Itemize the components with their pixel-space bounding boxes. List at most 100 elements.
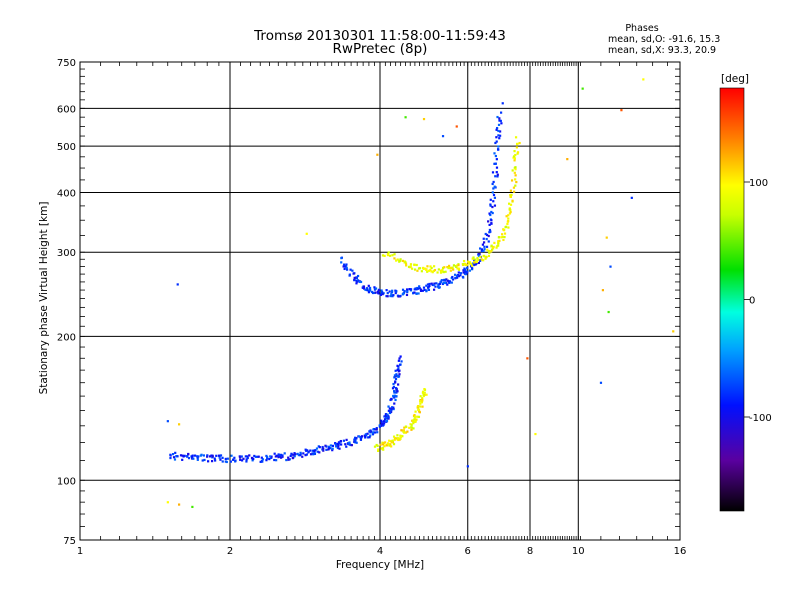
data-point (410, 426, 413, 429)
data-point (494, 141, 497, 145)
chart-subtitle: RwPretec (8p) (333, 41, 428, 57)
data-point (318, 446, 321, 449)
data-point (478, 247, 482, 250)
data-point (246, 455, 249, 458)
data-point (499, 119, 502, 122)
data-point (421, 399, 424, 402)
data-point (390, 398, 393, 401)
data-point (398, 357, 401, 360)
data-point (497, 244, 500, 247)
data-point (422, 390, 425, 393)
data-point (381, 423, 384, 426)
data-point (491, 211, 494, 215)
data-point (441, 282, 444, 286)
data-point (630, 196, 633, 199)
data-point (329, 447, 332, 450)
data-point (491, 248, 494, 251)
data-point (471, 267, 474, 270)
data-point (397, 295, 400, 298)
data-point (487, 234, 490, 238)
data-point (504, 225, 508, 228)
data-point (395, 437, 398, 440)
data-point (462, 271, 465, 274)
data-point (386, 413, 389, 416)
data-point (501, 102, 504, 105)
data-point (422, 391, 425, 395)
data-point (375, 428, 378, 431)
data-point (506, 220, 509, 223)
data-point (506, 222, 509, 226)
colorbar-ticks: -100 0 100 (744, 178, 772, 424)
data-point (169, 453, 172, 456)
data-point (232, 458, 235, 461)
tick-labels: 1 2 4 6 8 10 16 75 100 200 300 400 500 600 750 (57, 58, 686, 557)
data-point (401, 429, 404, 432)
data-point (353, 438, 356, 441)
data-point (492, 180, 495, 184)
data-point (252, 457, 255, 461)
data-point (494, 154, 497, 158)
plot-frame (79, 61, 681, 541)
data-point (356, 279, 360, 282)
data-point (337, 445, 340, 448)
data-point (497, 123, 501, 126)
data-point (486, 248, 489, 251)
data-point (502, 238, 505, 242)
data-point (409, 263, 413, 266)
data-point (395, 395, 398, 398)
data-point (416, 269, 419, 272)
data-point (425, 290, 428, 293)
data-point (219, 458, 222, 461)
stats-line-x: mean, sd,X: 93.3, 20.9 (608, 45, 716, 56)
data-point (391, 406, 394, 409)
data-point (177, 503, 181, 506)
data-point (388, 407, 391, 410)
data-point (482, 249, 485, 253)
data-point (380, 289, 383, 292)
data-point (405, 293, 409, 297)
data-point (418, 287, 421, 290)
data-point (437, 283, 440, 286)
data-point (309, 449, 312, 452)
data-point (422, 117, 426, 121)
data-point (250, 456, 254, 460)
data-point (417, 415, 421, 418)
data-point (404, 431, 408, 434)
data-point (396, 368, 399, 371)
data-point (434, 285, 437, 288)
data-point (388, 254, 392, 257)
data-point (176, 455, 179, 458)
data-point (497, 134, 500, 137)
y-tick-label: 500 (57, 142, 76, 153)
x-axis-label: Frequency [MHz] (336, 559, 424, 571)
data-point (475, 262, 478, 265)
data-point (453, 273, 457, 276)
data-point (484, 257, 487, 260)
data-point (418, 410, 421, 413)
data-point (387, 251, 390, 254)
data-point (509, 195, 512, 198)
data-point (221, 460, 224, 463)
data-point (342, 439, 345, 442)
data-point (438, 282, 441, 286)
data-point (493, 196, 497, 199)
data-point (495, 158, 498, 161)
data-point (464, 270, 467, 273)
data-point (377, 289, 381, 292)
data-point (456, 276, 459, 279)
data-point (371, 291, 375, 295)
data-point (514, 153, 517, 157)
data-point (426, 283, 430, 286)
data-point (491, 247, 495, 250)
colorbar-tick-label: -100 (749, 413, 772, 424)
data-point (393, 437, 397, 440)
data-point (172, 456, 176, 459)
data-point (318, 451, 321, 454)
data-point (403, 290, 406, 293)
data-point (490, 219, 493, 222)
data-point (508, 208, 511, 211)
data-point (246, 456, 249, 460)
data-point (414, 410, 417, 413)
data-point (399, 437, 402, 440)
data-point (491, 182, 494, 186)
